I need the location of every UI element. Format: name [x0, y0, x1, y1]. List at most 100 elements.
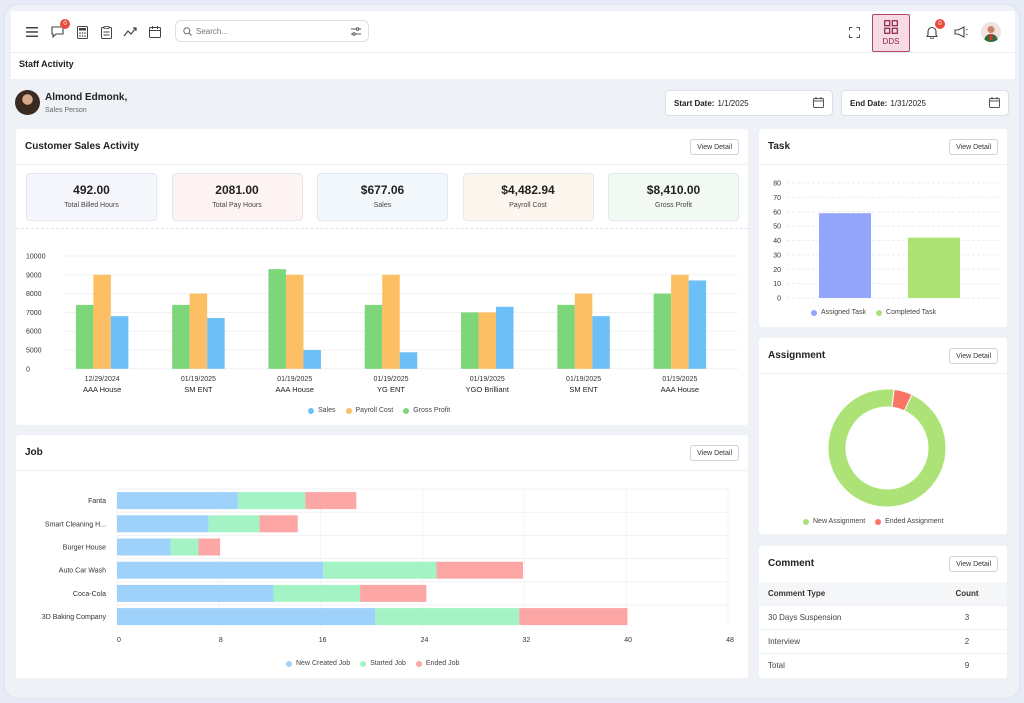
- bar-sales: [496, 306, 514, 369]
- bar-new-created-job: [117, 561, 324, 579]
- bar-new-created-job: [117, 515, 209, 533]
- calendar-icon[interactable]: [989, 97, 1000, 110]
- stat-label: Sales: [373, 202, 392, 209]
- assignment-title: Assignment: [768, 350, 826, 361]
- profile-avatar[interactable]: [981, 22, 1001, 42]
- bar-sales: [207, 318, 225, 369]
- x-tick-label: YG ENT: [377, 385, 405, 394]
- stat-label: Payroll Cost: [509, 202, 547, 209]
- legend-item[interactable]: Gross Profit: [403, 407, 450, 414]
- bar-sales: [110, 316, 129, 369]
- y-tick-label: Fanta: [88, 498, 106, 505]
- legend-item[interactable]: Ended Job: [415, 660, 459, 667]
- legend-item[interactable]: Assigned Task: [811, 309, 866, 316]
- assignment-donut-chart: [827, 388, 947, 508]
- bar-ended-job: [436, 561, 524, 579]
- table-row[interactable]: Interview 2: [759, 629, 1007, 654]
- column-header: Comment Type: [759, 582, 927, 606]
- dds-button[interactable]: DDS: [872, 14, 910, 52]
- legend-item[interactable]: Sales: [308, 407, 336, 414]
- bar-ended-job: [198, 538, 221, 556]
- task-chart-legend: Assigned Task Completed Task: [811, 309, 936, 316]
- sales-view-detail-button[interactable]: View Detail: [690, 139, 739, 155]
- start-date-field[interactable]: Start Date: 1/1/2025: [665, 90, 833, 116]
- user-avatar: [15, 90, 40, 115]
- bar-payroll-cost: [285, 274, 304, 369]
- comment-view-detail-button[interactable]: View Detail: [949, 556, 998, 572]
- job-view-detail-button[interactable]: View Detail: [690, 445, 739, 461]
- divider: [759, 373, 1007, 374]
- bar-payroll-cost: [93, 274, 111, 369]
- stat-label: Gross Profit: [655, 202, 692, 209]
- legend-item[interactable]: Payroll Cost: [345, 407, 393, 414]
- task-view-detail-button[interactable]: View Detail: [949, 139, 998, 155]
- y-tick-label: 20: [773, 267, 781, 274]
- bar-started-job: [273, 584, 361, 602]
- y-tick-label: 5000: [26, 348, 42, 355]
- legend-swatch: [875, 518, 882, 525]
- start-date-label: Start Date:: [674, 98, 715, 108]
- stat-value: $677.06: [360, 183, 405, 197]
- clipboard-icon[interactable]: [97, 23, 115, 41]
- bar-gross-profit: [461, 312, 479, 369]
- x-tick-date: 01/19/2025: [277, 376, 312, 383]
- filter-sliders-icon[interactable]: [351, 27, 361, 36]
- y-tick-label: 8000: [26, 291, 42, 298]
- x-tick-date: 12/29/2024: [85, 376, 120, 383]
- bar-new-created-job: [117, 538, 171, 556]
- legend-item[interactable]: New Assignment: [803, 518, 865, 525]
- search-input[interactable]: [196, 26, 346, 36]
- y-tick-label: 0: [26, 366, 30, 373]
- comment-type-cell: Interview: [759, 629, 927, 654]
- bar-started-job: [375, 608, 520, 626]
- x-tick-date: 01/19/2025: [373, 376, 408, 383]
- user-name: Almond Edmonk,: [45, 92, 128, 103]
- assignment-view-detail-button[interactable]: View Detail: [949, 348, 998, 364]
- fullscreen-icon[interactable]: [845, 23, 863, 41]
- calculator-icon[interactable]: [73, 23, 91, 41]
- trend-chart-icon[interactable]: [121, 23, 139, 41]
- stat-value: $8,410.00: [646, 183, 701, 197]
- table-row[interactable]: 30 Days Suspension 3: [759, 605, 1007, 630]
- comment-type-cell: 30 Days Suspension: [759, 605, 927, 630]
- slice-ended-assignment: [891, 388, 913, 412]
- legend-item[interactable]: Completed Task: [876, 309, 936, 316]
- legend-item[interactable]: New Created Job: [286, 660, 350, 667]
- bar-sales: [592, 316, 610, 369]
- comment-title: Comment: [768, 558, 815, 569]
- bar-gross-profit: [364, 304, 383, 369]
- chat-icon[interactable]: 0: [48, 19, 70, 41]
- legend-item[interactable]: Ended Assignment: [875, 518, 944, 525]
- search-box[interactable]: [175, 20, 369, 42]
- divider: [16, 164, 748, 165]
- y-tick-label: 9000: [26, 272, 42, 279]
- end-date-field[interactable]: End Date: 1/31/2025: [841, 90, 1009, 116]
- bar-ended-job: [305, 492, 357, 510]
- calendar-icon[interactable]: [146, 23, 164, 41]
- bell-icon[interactable]: 0: [923, 19, 945, 41]
- bar-payroll-cost: [671, 274, 689, 369]
- stat-label: Total Pay Hours: [212, 202, 262, 209]
- user-role: Sales Person: [45, 107, 87, 114]
- megaphone-icon[interactable]: [952, 23, 970, 41]
- table-row[interactable]: Total 9: [759, 653, 1007, 677]
- x-tick-label: 8: [219, 637, 223, 644]
- bar-sales: [303, 350, 321, 369]
- x-tick-label: AAA House: [83, 385, 121, 394]
- calendar-icon[interactable]: [813, 97, 824, 110]
- y-tick-label: Smart Cleaning H...: [45, 521, 106, 528]
- bar-gross-profit: [653, 293, 672, 369]
- menu-icon[interactable]: [23, 23, 41, 41]
- count-cell: 9: [927, 653, 1007, 677]
- legend-item[interactable]: Started Job: [360, 660, 406, 667]
- stat-card: $677.06 Sales: [317, 173, 448, 221]
- legend-label: Sales: [318, 407, 336, 414]
- bar-started-job: [208, 515, 260, 533]
- x-tick-label: 16: [319, 637, 327, 644]
- y-tick-label: 3D Baking Company: [42, 614, 107, 621]
- task-card: Task View Detail 80 70 60 50 40 30 20 10 0 Assig…: [759, 129, 1007, 327]
- y-tick-label: 10: [773, 281, 781, 288]
- stat-value: $4,482.94: [501, 183, 555, 197]
- bar-new-created-job: [117, 608, 376, 626]
- sales-bar-chart: 10000 9000 8000 7000 6000 5000 0 12/29/2024 AAA …: [26, 254, 738, 394]
